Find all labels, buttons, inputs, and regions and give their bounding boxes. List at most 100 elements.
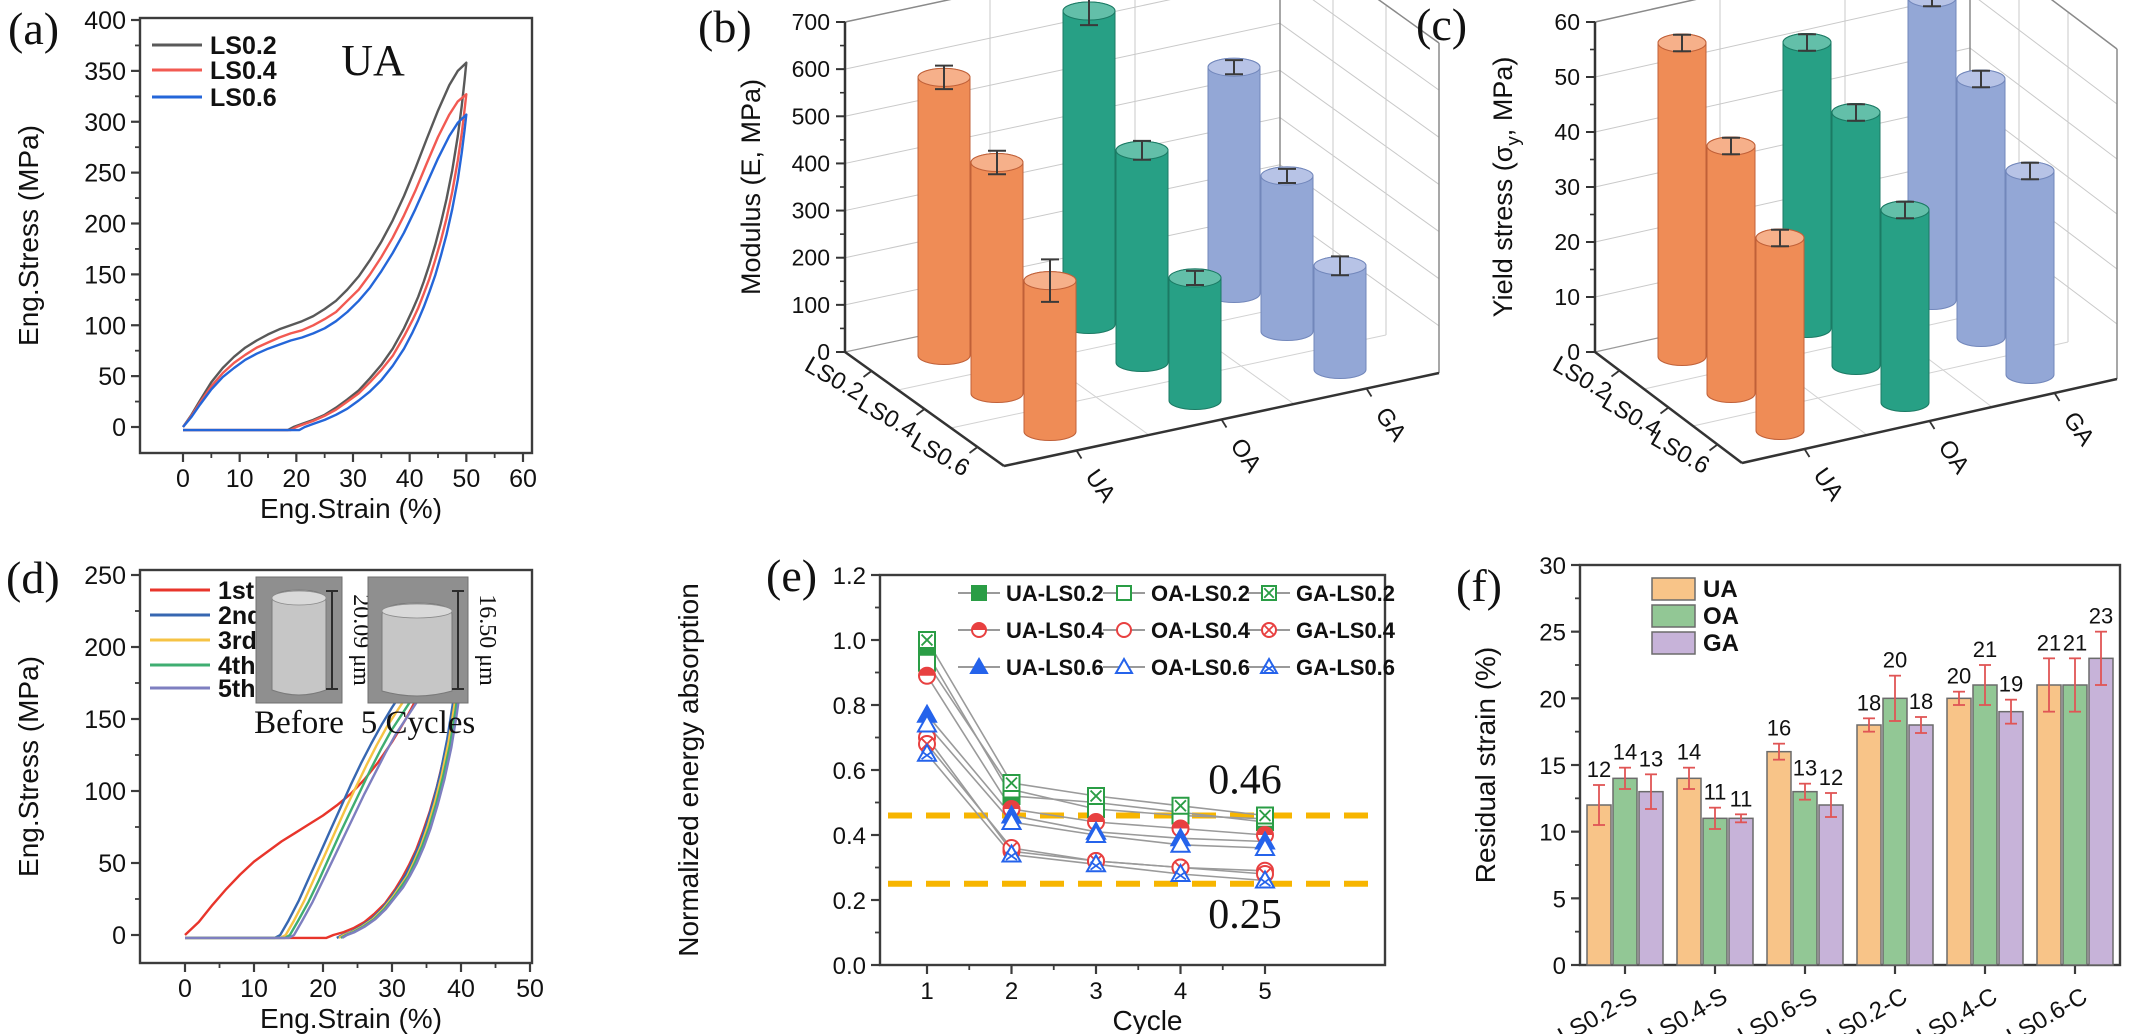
- svg-text:OA-LS0.6: OA-LS0.6: [1151, 655, 1250, 680]
- cyl-OA-LS0.6: [1880, 200, 1930, 412]
- panel-c: (c) 0 10 20 30 40 50 60 LS0.2 LS0.4 LS0.6 UA OA GA Yi…: [1400, 0, 2129, 535]
- svg-text:0: 0: [1553, 953, 1566, 980]
- svg-text:60: 60: [1554, 9, 1580, 35]
- svg-text:11: 11: [1704, 780, 1727, 805]
- svg-text:0: 0: [112, 922, 126, 950]
- svg-text:50: 50: [98, 850, 126, 878]
- svg-text:14: 14: [1613, 740, 1637, 765]
- svg-text:1.0: 1.0: [833, 628, 866, 655]
- panel-f: (f) 0 5 10 15 20 25 30 Residual strain (%) LS0.2…: [1400, 545, 2129, 1034]
- svg-text:50: 50: [98, 363, 126, 391]
- svg-text:11: 11: [1730, 786, 1753, 811]
- svg-text:50: 50: [516, 975, 544, 1003]
- curve-LS0.6: [182, 113, 468, 432]
- svg-text:13: 13: [1639, 746, 1663, 771]
- bar-GA-LS0.2-S: [1638, 790, 1664, 966]
- panel-c-label: (c): [1416, 0, 1468, 50]
- svg-text:500: 500: [792, 103, 830, 129]
- panel-a: (a) 0 10 20 30 40 50 60 0 50 100 150 200 250 300 350 40…: [0, 0, 560, 535]
- cyl-UA-LS0.4: [1706, 136, 1756, 403]
- svg-text:Normalized energy absorption: Normalized energy absorption: [673, 583, 704, 957]
- panel-title: UA: [341, 36, 405, 85]
- svg-text:UA-LS0.4: UA-LS0.4: [1006, 618, 1105, 643]
- curve-LS0.2: [182, 61, 468, 432]
- svg-text:3: 3: [1089, 978, 1102, 1005]
- bar-OA-LS0.4-S: [1702, 817, 1728, 966]
- svg-text:0.2: 0.2: [833, 888, 866, 915]
- cylinders: [1657, 0, 2055, 440]
- svg-text:UA: UA: [1808, 463, 1849, 506]
- panel-b-chart: 0100200300400500600700LS0.2LS0.4LS0.6UAO…: [736, 0, 1440, 507]
- bar-UA-LS0.2-C: [1856, 724, 1882, 966]
- cyl-GA-LS0.2: [1207, 57, 1261, 303]
- legend: UA-LS0.2 OA-LS0.2 GA-LS0.2 UA-LS0.4 OA-LS0.4…: [958, 581, 1396, 680]
- svg-text:0: 0: [176, 465, 190, 493]
- svg-text:21: 21: [2037, 630, 2061, 655]
- svg-text:700: 700: [792, 9, 830, 35]
- svg-text:19: 19: [1999, 672, 2023, 697]
- series-GA-LS0.6: [916, 742, 1276, 889]
- panel-b-label: (b): [698, 1, 752, 52]
- svg-text:250: 250: [84, 160, 126, 188]
- cyl-UA-LS0.2: [1657, 33, 1707, 366]
- series-OA-LS0.6: [916, 713, 1276, 856]
- cyl-GA-LS0.4: [1956, 69, 2006, 347]
- bar-OA-LS0.6-C: [2062, 684, 2088, 966]
- svg-text:Cycle: Cycle: [1112, 1005, 1182, 1034]
- svg-text:250: 250: [84, 562, 126, 590]
- svg-text:5th: 5th: [218, 675, 256, 703]
- svg-text:20: 20: [1883, 648, 1907, 673]
- svg-text:21: 21: [2063, 630, 2087, 655]
- svg-text:2: 2: [1005, 978, 1018, 1005]
- svg-text:UA: UA: [1703, 576, 1738, 603]
- cyl-UA-LS0.6: [1755, 228, 1805, 440]
- svg-text:50: 50: [452, 465, 480, 493]
- svg-text:13: 13: [1793, 756, 1817, 781]
- svg-text:16: 16: [1767, 716, 1791, 741]
- threshold-lines: 0.46 0.25: [888, 758, 1381, 938]
- bar-OA-LS0.4-C: [1972, 684, 1998, 966]
- svg-text:5 Cycles: 5 Cycles: [361, 705, 476, 741]
- panel-e-chart: 1 2 3 4 5 0.0 0.2 0.4 0.6 0.8 1.0 1.2 Cycle Normalize…: [673, 563, 1396, 1034]
- svg-text:0: 0: [112, 414, 126, 442]
- bar-OA-LS0.2-C: [1882, 697, 1908, 966]
- svg-text:LS0.2-S: LS0.2-S: [1553, 983, 1642, 1034]
- bar-GA-LS0.6-C: [2088, 657, 2114, 966]
- svg-text:5: 5: [1258, 978, 1271, 1005]
- series-markers: [916, 631, 1276, 889]
- svg-text:16.50 μm: 16.50 μm: [474, 594, 500, 686]
- svg-text:Yield stress (σy, MPa): Yield stress (σy, MPa): [1488, 57, 1524, 318]
- panel-c-chart: 0102030405060LS0.2LS0.4LS0.6UAOAGAYield …: [1488, 0, 2118, 506]
- svg-text:GA-LS0.4: GA-LS0.4: [1296, 618, 1396, 643]
- svg-text:25: 25: [1539, 620, 1566, 647]
- bar-UA-LS0.2-S: [1586, 804, 1612, 966]
- panel-b: (b) 0 100 200 300 400 500 600 700 LS0.2 LS0.4 LS0.…: [620, 0, 1450, 535]
- svg-text:LS0.6-C: LS0.6-C: [2002, 983, 2092, 1034]
- cyl-GA-LS0.6: [1313, 255, 1367, 379]
- svg-text:60: 60: [509, 465, 537, 493]
- svg-text:Before: Before: [254, 705, 344, 741]
- svg-text:LS0.6: LS0.6: [210, 84, 277, 112]
- svg-text:30: 30: [1554, 174, 1580, 200]
- svg-text:LS0.4: LS0.4: [210, 57, 277, 85]
- panel-e: (e) 1 2 3 4 5 0.0 0.2 0.4 0.6 0.8 1.0 1.2 Cycle Norma…: [660, 545, 1420, 1034]
- svg-text:OA: OA: [1933, 435, 1975, 479]
- svg-text:0.8: 0.8: [833, 693, 866, 720]
- svg-text:UA: UA: [1080, 464, 1121, 507]
- svg-text:40: 40: [1554, 119, 1580, 145]
- svg-text:10: 10: [226, 465, 254, 493]
- panel-a-label: (a): [8, 3, 60, 54]
- svg-text:300: 300: [84, 109, 126, 137]
- svg-text:LS0.2: LS0.2: [210, 32, 277, 60]
- svg-text:400: 400: [792, 150, 830, 176]
- svg-text:20: 20: [1554, 229, 1580, 255]
- bar-UA-LS0.4-S: [1676, 777, 1702, 966]
- svg-text:GA-LS0.2: GA-LS0.2: [1296, 581, 1395, 606]
- svg-text:OA-LS0.4: OA-LS0.4: [1151, 618, 1251, 643]
- svg-text:LS0.4-C: LS0.4-C: [1912, 983, 2002, 1034]
- svg-text:600: 600: [792, 56, 830, 82]
- svg-text:50: 50: [1554, 64, 1580, 90]
